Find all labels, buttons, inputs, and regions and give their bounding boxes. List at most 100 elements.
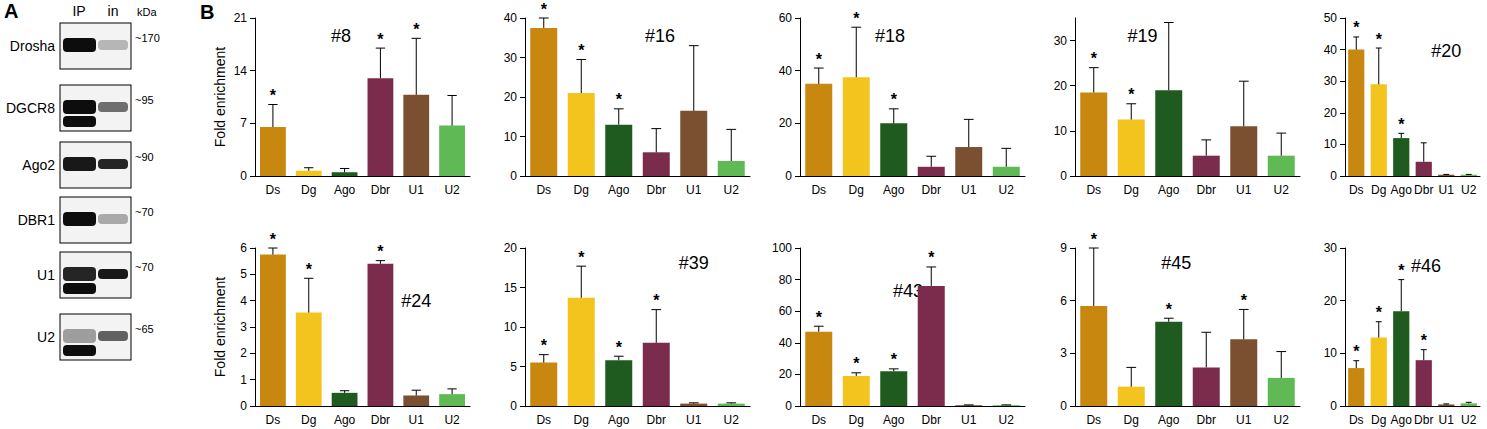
svg-text:0: 0: [240, 169, 247, 183]
svg-text:#46: #46: [1411, 256, 1441, 276]
svg-text:Dg: Dg: [301, 413, 316, 427]
svg-text:#19: #19: [1127, 26, 1157, 46]
svg-text:U2: U2: [724, 183, 740, 197]
svg-text:Dg: Dg: [301, 183, 316, 197]
svg-text:Dbr: Dbr: [647, 183, 666, 197]
svg-text:U2: U2: [444, 183, 460, 197]
svg-text:*: *: [1398, 116, 1405, 133]
svg-text:*: *: [1091, 50, 1098, 67]
svg-text:3: 3: [240, 320, 247, 334]
svg-text:Dbr: Dbr: [1197, 413, 1216, 427]
svg-text:2: 2: [240, 346, 247, 360]
svg-text:IP: IP: [72, 3, 85, 19]
svg-text:Fold enrichment: Fold enrichment: [212, 47, 228, 147]
svg-text:60: 60: [779, 304, 793, 318]
svg-text:40: 40: [504, 11, 518, 25]
svg-text:0: 0: [510, 399, 517, 413]
svg-text:U2: U2: [1461, 413, 1477, 427]
svg-text:6: 6: [240, 241, 247, 255]
svg-text:0: 0: [1330, 169, 1337, 183]
svg-text:Ds: Ds: [536, 413, 551, 427]
svg-text:*: *: [928, 249, 935, 266]
svg-text:10: 10: [1324, 137, 1338, 151]
svg-text:5: 5: [240, 267, 247, 281]
svg-text:#8: #8: [331, 26, 351, 46]
svg-text:kDa: kDa: [137, 6, 157, 18]
svg-text:U1: U1: [686, 413, 702, 427]
svg-text:Ago: Ago: [1391, 413, 1413, 427]
svg-text:5: 5: [510, 360, 517, 374]
svg-text:U1: U1: [961, 183, 977, 197]
svg-text:U1: U1: [961, 413, 977, 427]
svg-text:U2: U2: [37, 329, 55, 345]
svg-text:*: *: [578, 249, 585, 266]
svg-text:40: 40: [779, 64, 793, 78]
svg-text:U1: U1: [1439, 413, 1455, 427]
svg-text:Dg: Dg: [849, 413, 864, 427]
svg-text:~95: ~95: [135, 94, 154, 106]
svg-text:*: *: [270, 231, 277, 248]
svg-text:Dg: Dg: [1124, 413, 1139, 427]
svg-text:9: 9: [1060, 241, 1067, 255]
svg-text:3: 3: [1060, 346, 1067, 360]
svg-text:60: 60: [779, 11, 793, 25]
svg-text:Dg: Dg: [1371, 413, 1386, 427]
svg-text:Ago: Ago: [1158, 183, 1180, 197]
svg-text:Ago: Ago: [608, 413, 630, 427]
svg-text:15: 15: [504, 281, 518, 295]
svg-text:80: 80: [779, 273, 793, 287]
svg-text:*: *: [891, 351, 898, 368]
svg-text:0: 0: [1060, 399, 1067, 413]
svg-text:30: 30: [1054, 34, 1068, 48]
svg-text:*: *: [653, 292, 660, 309]
svg-text:Dg: Dg: [574, 413, 589, 427]
svg-text:*: *: [413, 21, 420, 38]
svg-text:*: *: [853, 355, 860, 372]
svg-text:*: *: [1421, 332, 1428, 349]
svg-text:#20: #20: [1431, 41, 1461, 61]
svg-text:20: 20: [779, 367, 793, 381]
svg-text:20: 20: [1324, 294, 1338, 308]
svg-text:Ds: Ds: [1086, 413, 1101, 427]
svg-text:U1: U1: [409, 413, 425, 427]
svg-text:*: *: [1376, 31, 1383, 48]
svg-text:Ds: Ds: [536, 183, 551, 197]
svg-text:Ds: Ds: [1086, 183, 1101, 197]
svg-text:*: *: [1128, 86, 1135, 103]
svg-text:Ago: Ago: [883, 183, 905, 197]
svg-text:DBR1: DBR1: [18, 212, 56, 228]
svg-text:B: B: [200, 1, 214, 23]
svg-text:Dbr: Dbr: [1414, 183, 1433, 197]
svg-text:*: *: [1353, 19, 1360, 36]
svg-text:Ds: Ds: [811, 413, 826, 427]
svg-text:Ago: Ago: [883, 413, 905, 427]
svg-text:~70: ~70: [135, 206, 154, 218]
svg-text:Ds: Ds: [811, 183, 826, 197]
svg-text:*: *: [541, 337, 548, 354]
svg-text:U2: U2: [724, 413, 740, 427]
svg-text:U2: U2: [444, 413, 460, 427]
svg-text:20: 20: [504, 90, 518, 104]
svg-text:20: 20: [779, 116, 793, 130]
svg-text:U1: U1: [686, 183, 702, 197]
svg-text:Ago: Ago: [1391, 183, 1413, 197]
svg-text:0: 0: [240, 399, 247, 413]
svg-text:Dg: Dg: [574, 183, 589, 197]
svg-text:*: *: [1353, 343, 1360, 360]
svg-text:~70: ~70: [135, 261, 154, 273]
svg-text:40: 40: [779, 336, 793, 350]
svg-text:100: 100: [772, 241, 792, 255]
svg-text:Ago: Ago: [608, 183, 630, 197]
svg-text:*: *: [1091, 231, 1098, 248]
svg-text:*: *: [616, 91, 623, 108]
svg-text:50: 50: [1324, 11, 1338, 25]
svg-text:~65: ~65: [135, 323, 154, 335]
svg-text:*: *: [270, 87, 277, 104]
svg-text:U2: U2: [1274, 183, 1290, 197]
svg-text:Dbr: Dbr: [1414, 413, 1433, 427]
svg-text:Dbr: Dbr: [922, 413, 941, 427]
svg-text:*: *: [1166, 301, 1173, 318]
svg-text:6: 6: [1060, 294, 1067, 308]
svg-text:*: *: [1376, 304, 1383, 321]
svg-text:*: *: [816, 309, 823, 326]
